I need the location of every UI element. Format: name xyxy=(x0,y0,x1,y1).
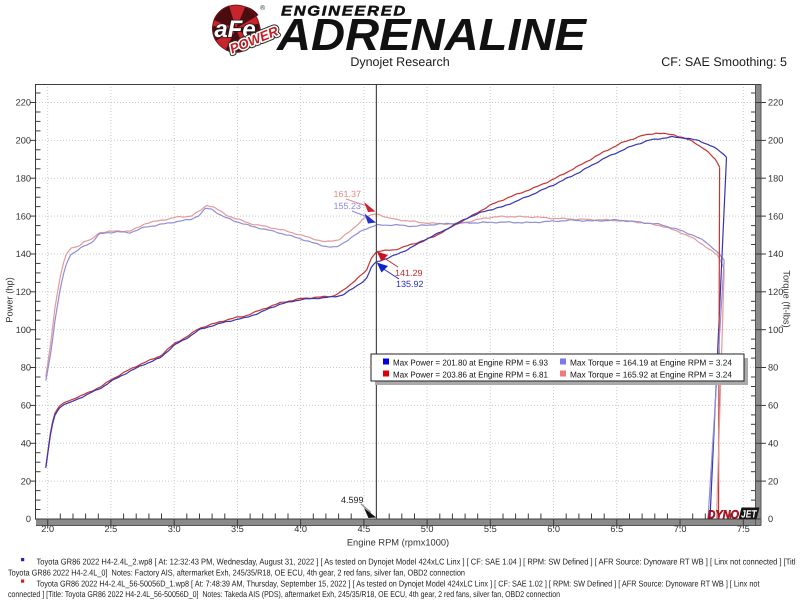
svg-text:aFe: aFe xyxy=(214,16,255,43)
svg-text:4.5: 4.5 xyxy=(358,524,371,534)
svg-text:Engine RPM (rpmx1000): Engine RPM (rpmx1000) xyxy=(347,538,449,548)
svg-text:80: 80 xyxy=(768,363,778,373)
svg-text:6.0: 6.0 xyxy=(547,524,560,534)
svg-text:155.23: 155.23 xyxy=(333,201,361,211)
svg-text:100: 100 xyxy=(768,325,783,335)
svg-text:4.599: 4.599 xyxy=(341,495,364,505)
svg-text:40: 40 xyxy=(768,439,778,449)
svg-text:180: 180 xyxy=(768,173,783,183)
svg-text:2.0: 2.0 xyxy=(41,524,54,534)
svg-text:ENGINEERED: ENGINEERED xyxy=(281,3,407,19)
svg-text:Max Torque = 164.19 at Engine: Max Torque = 164.19 at Engine RPM = 3.24 xyxy=(570,358,732,368)
svg-text:Torque (ft-lbs): Torque (ft-lbs) xyxy=(782,270,792,327)
svg-text:0: 0 xyxy=(768,514,773,524)
svg-text:Max Torque = 165.92 at Engine: Max Torque = 165.92 at Engine RPM = 3.24 xyxy=(570,370,732,380)
svg-text:180: 180 xyxy=(16,173,31,183)
svg-text:80: 80 xyxy=(21,363,31,373)
svg-text:3.0: 3.0 xyxy=(168,524,181,534)
svg-text:40: 40 xyxy=(21,439,31,449)
svg-text:CF: SAE Smoothing: 5: CF: SAE Smoothing: 5 xyxy=(661,55,787,69)
svg-text:JET: JET xyxy=(741,508,758,520)
svg-text:160: 160 xyxy=(768,211,783,221)
svg-text:Toyota GR86 2022 H4-2.4L_56-50: Toyota GR86 2022 H4-2.4L_56-50056D_1.wp8… xyxy=(37,578,761,588)
svg-text:140: 140 xyxy=(768,249,783,259)
svg-text:20: 20 xyxy=(768,476,778,486)
svg-text:100: 100 xyxy=(16,325,31,335)
svg-text:ADRENALINE: ADRENALINE xyxy=(276,9,588,60)
svg-text:2.5: 2.5 xyxy=(105,524,118,534)
svg-text:220: 220 xyxy=(16,98,31,108)
svg-text:4.0: 4.0 xyxy=(294,524,307,534)
svg-text:7.5: 7.5 xyxy=(737,524,750,534)
svg-text:Max Power = 203.86 at Engine R: Max Power = 203.86 at Engine RPM = 6.81 xyxy=(393,370,548,380)
svg-text:DYNO: DYNO xyxy=(708,507,740,521)
svg-text:0: 0 xyxy=(26,514,31,524)
svg-text:®: ® xyxy=(260,5,266,12)
svg-text:Max Power = 201.80 at Engine R: Max Power = 201.80 at Engine RPM = 6.93 xyxy=(393,358,548,368)
svg-text:140: 140 xyxy=(16,249,31,259)
svg-text:120: 120 xyxy=(768,287,783,297)
svg-text:3.5: 3.5 xyxy=(231,524,244,534)
svg-text:200: 200 xyxy=(16,136,31,146)
svg-text:Dynojet Research: Dynojet Research xyxy=(350,55,449,69)
svg-text:160: 160 xyxy=(16,211,31,221)
svg-text:20: 20 xyxy=(21,476,31,486)
svg-text:200: 200 xyxy=(768,136,783,146)
svg-text:135.92: 135.92 xyxy=(396,279,424,289)
svg-text:220: 220 xyxy=(768,98,783,108)
svg-text:161.37: 161.37 xyxy=(333,189,361,199)
svg-text:7.0: 7.0 xyxy=(674,524,687,534)
svg-text:Power (hp): Power (hp) xyxy=(5,277,15,322)
svg-text:60: 60 xyxy=(21,401,31,411)
svg-text:5.0: 5.0 xyxy=(421,524,434,534)
svg-text:Toyota GR86 2022 H4-2.4L_0] N: Toyota GR86 2022 H4-2.4L_0] Notes: Facto… xyxy=(8,567,465,577)
svg-text:60: 60 xyxy=(768,401,778,411)
svg-text:Toyota GR86 2022 H4-2.4L_2.wp8: Toyota GR86 2022 H4-2.4L_2.wp8 [ At: 12:… xyxy=(37,557,796,567)
svg-text:120: 120 xyxy=(16,287,31,297)
svg-text:141.29: 141.29 xyxy=(395,268,423,278)
svg-text:6.5: 6.5 xyxy=(610,524,623,534)
svg-text:connected ] [Title: Toyota GR8: connected ] [Title: Toyota GR86 2022 H4-… xyxy=(8,589,560,599)
svg-text:5.5: 5.5 xyxy=(484,524,497,534)
